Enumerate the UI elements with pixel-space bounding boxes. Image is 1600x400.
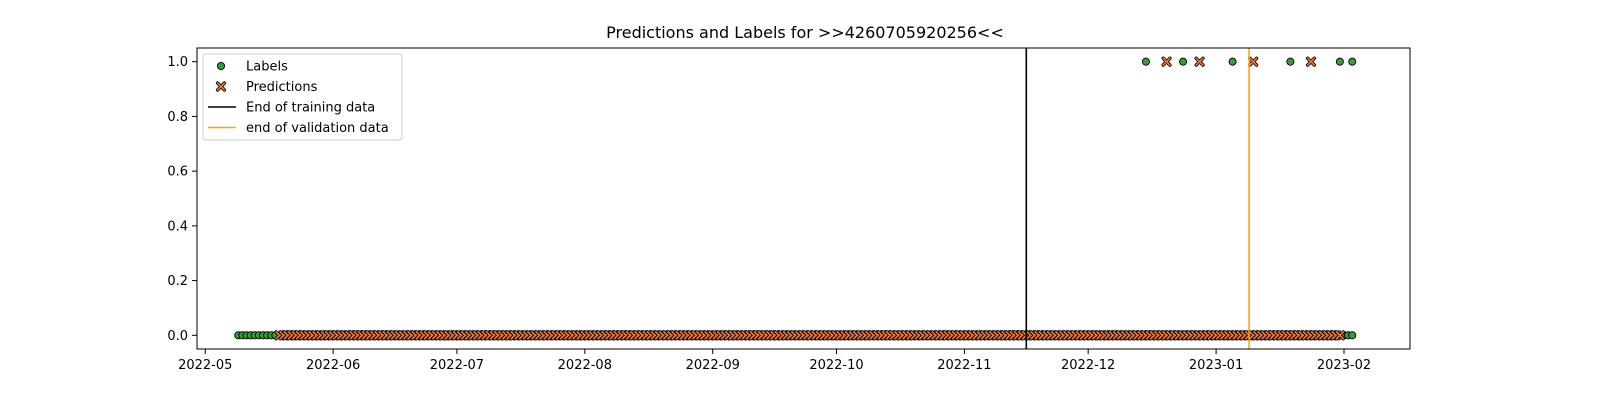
- label-point: [1228, 57, 1237, 66]
- prediction-point: [1334, 330, 1345, 341]
- legend-box: [202, 53, 403, 141]
- label-point: [1348, 331, 1357, 340]
- axes-frame: [196, 47, 1411, 350]
- x-tick-label: 2023-01: [1189, 358, 1243, 373]
- legend-label: Predictions: [246, 80, 318, 95]
- plot-area: [196, 47, 1411, 350]
- prediction-point: [1194, 56, 1205, 67]
- y-tick-label: 0.0: [167, 329, 188, 344]
- legend-label: Labels: [246, 60, 288, 75]
- series-predictions: [274, 56, 1345, 341]
- legend-label: End of training data: [246, 101, 375, 116]
- prediction-point: [1248, 56, 1259, 67]
- x-tick-label: 2022-05: [178, 358, 232, 373]
- label-point: [1348, 57, 1357, 66]
- chart-title: Predictions and Labels for >>42607059202…: [606, 23, 1004, 42]
- x-tick-label: 2022-11: [937, 358, 991, 373]
- y-tick-label: 0.2: [167, 274, 188, 289]
- label-point: [216, 61, 226, 71]
- series-labels: [234, 57, 1357, 340]
- prediction-point: [1305, 56, 1317, 67]
- x-axis: 2022-05 2022-06 2022-07 2022-08 2022-09 2022-…: [178, 349, 1371, 373]
- x-tick-label: 2022-07: [430, 358, 484, 373]
- y-tick-label: 1.0: [167, 55, 188, 70]
- y-tick-label: 0.6: [167, 165, 188, 180]
- prediction-point: [215, 81, 227, 92]
- legend-label: end of validation data: [246, 121, 389, 136]
- label-point: [1335, 57, 1344, 66]
- prediction-point: [1161, 56, 1172, 67]
- x-tick-label: 2022-10: [809, 358, 863, 373]
- y-tick-label: 0.8: [167, 110, 188, 125]
- label-point: [1179, 57, 1188, 66]
- legend: Labels Predictions End of training data end…: [202, 53, 403, 141]
- x-tick-label: 2022-09: [686, 358, 740, 373]
- x-tick-label: 2022-12: [1061, 358, 1115, 373]
- y-tick-label: 0.4: [167, 219, 188, 234]
- y-axis: 0.0 0.2 0.4 0.6 0.8 1.0: [167, 55, 197, 344]
- x-tick-label: 2022-08: [558, 358, 612, 373]
- label-point: [1286, 57, 1295, 66]
- x-tick-label: 2023-02: [1317, 358, 1371, 373]
- x-tick-label: 2022-06: [306, 358, 360, 373]
- label-point: [1141, 57, 1150, 66]
